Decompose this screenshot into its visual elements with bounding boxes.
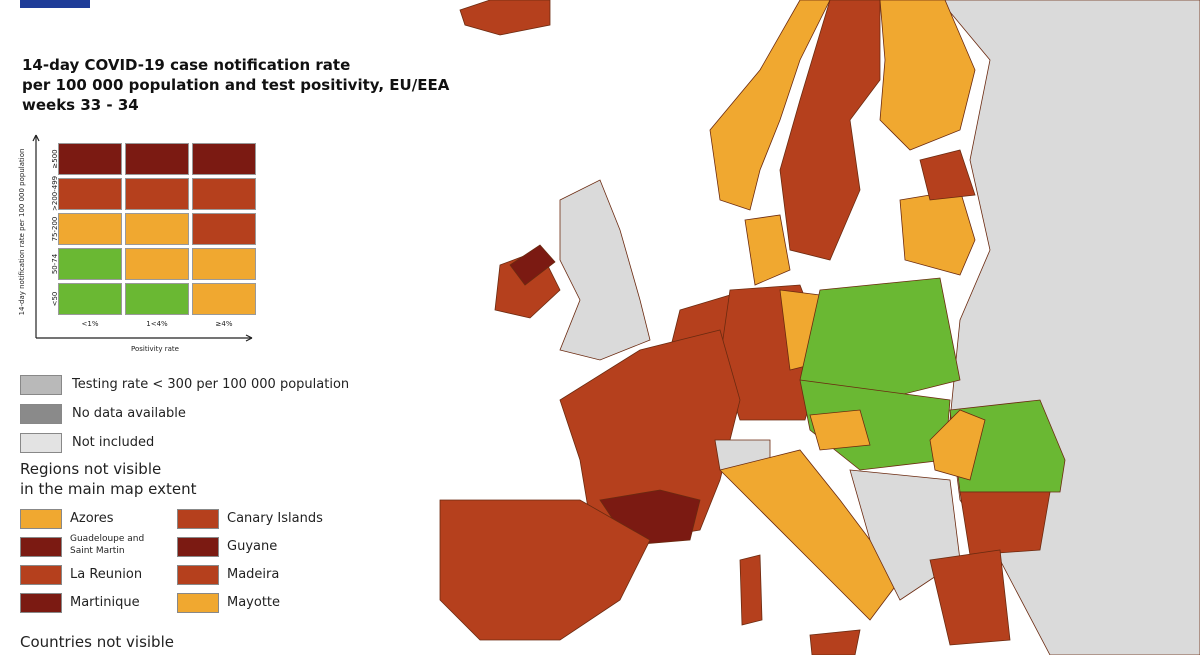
matrix-cell [58, 178, 122, 210]
countries-heading: Countries not visible [20, 633, 174, 651]
region-swatch [177, 593, 219, 613]
sardinia [739, 554, 763, 626]
bulgaria [959, 491, 1051, 556]
ireland-region [509, 244, 556, 286]
iberia [439, 499, 651, 641]
region-swatch [177, 565, 219, 585]
italy [719, 449, 901, 621]
baltics [899, 189, 976, 276]
denmark [744, 214, 791, 286]
row-label: 75-200 [51, 216, 59, 242]
poland [799, 277, 961, 401]
legend-swatch [20, 404, 62, 424]
legend-swatch [20, 433, 62, 453]
region-swatch [20, 565, 62, 585]
region-swatch [177, 537, 219, 557]
region-label: Martinique [70, 595, 140, 610]
x-axis-label: Positivity rate [131, 345, 179, 353]
norway [709, 0, 831, 211]
col-label: <1% [81, 320, 99, 328]
matrix-cell [192, 213, 256, 245]
row-label: <50 [51, 291, 59, 307]
uk [559, 179, 651, 361]
title-line: 14-day COVID-19 case notification rate [22, 56, 351, 74]
regions-heading: Regions not visible [20, 460, 162, 478]
legend-label: Testing rate < 300 per 100 000 populatio… [72, 377, 350, 392]
axis-arrow [35, 134, 40, 142]
axis-arrow [32, 134, 37, 142]
title-line: per 100 000 population and test positivi… [22, 76, 450, 94]
matrix-cell [192, 143, 256, 175]
region-label: Azores [70, 511, 114, 526]
legend-label: Not included [72, 435, 155, 450]
france [559, 329, 741, 541]
region-swatch [20, 537, 62, 557]
sweden [779, 0, 881, 261]
row-label: 50-74 [51, 253, 59, 275]
region-swatch [20, 509, 62, 529]
region-swatch [20, 593, 62, 613]
logo [20, 0, 90, 8]
matrix-cell [125, 143, 189, 175]
region-label: La Reunion [70, 567, 143, 582]
y-axis-label: 14-day notification rate per 100 000 pop… [18, 148, 26, 316]
matrix-cell [58, 213, 122, 245]
matrix-cell [192, 248, 256, 280]
matrix-cell [125, 248, 189, 280]
matrix-cell [58, 283, 122, 315]
axis-arrow [245, 337, 253, 342]
axis-arrow [245, 334, 253, 339]
matrix-cell [192, 178, 256, 210]
region-label: Guyane [227, 539, 278, 554]
region-label: Madeira [227, 567, 280, 582]
region-label: Canary Islands [227, 511, 323, 526]
matrix-cell [58, 248, 122, 280]
regions-heading: in the main map extent [20, 480, 197, 498]
row-label: ≥500 [51, 149, 59, 169]
row-label: >200-499 [51, 175, 59, 211]
matrix-cell [58, 143, 122, 175]
greece [929, 549, 1011, 646]
region-swatch [177, 509, 219, 529]
col-label: ≥4% [215, 320, 233, 328]
col-label: 1<4% [146, 320, 168, 328]
finland [879, 0, 976, 151]
matrix-cell [125, 178, 189, 210]
title-line: weeks 33 - 34 [22, 96, 139, 114]
region-label: Mayotte [227, 595, 281, 610]
romania-west [929, 409, 986, 481]
legend-label: No data available [72, 406, 186, 421]
austria [809, 409, 871, 451]
iceland [459, 0, 551, 36]
legend-swatch [20, 375, 62, 395]
matrix-cell [125, 213, 189, 245]
matrix-cell [192, 283, 256, 315]
matrix-cell [125, 283, 189, 315]
sicily [809, 629, 861, 655]
region-label: Guadeloupe and Saint Martin [70, 534, 145, 556]
estonia [919, 149, 976, 201]
